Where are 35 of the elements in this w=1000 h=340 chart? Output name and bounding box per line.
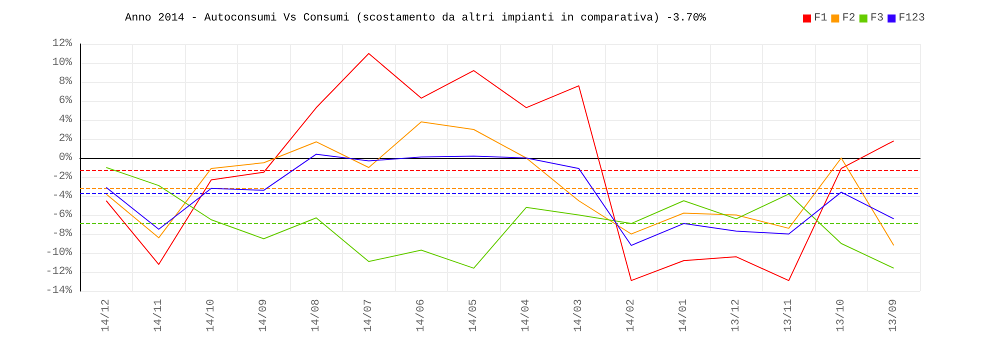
x-tick-label: 13/12: [730, 299, 742, 332]
x-tick-label: 13/11: [782, 298, 795, 332]
legend-label: F3: [870, 12, 884, 24]
y-tick-label: 6%: [58, 95, 72, 107]
legend-label: F123: [898, 12, 925, 24]
x-tick-label: 14/05: [468, 299, 480, 332]
x-tick-label: 14/04: [520, 298, 532, 332]
y-tick-label: 2%: [58, 133, 72, 145]
x-tick-label: 14/12: [100, 299, 112, 332]
y-tick-label: -6%: [52, 209, 72, 221]
y-tick-label: 10%: [52, 57, 72, 69]
y-tick-label: -12%: [46, 266, 72, 278]
x-tick-label: 13/09: [888, 299, 900, 332]
y-tick-label: 4%: [58, 114, 72, 126]
y-tick-label: 0%: [58, 152, 72, 164]
y-tick-label: -2%: [52, 171, 72, 183]
x-tick-label: 13/10: [835, 299, 848, 332]
y-tick-label: -8%: [52, 228, 72, 240]
x-tick-label: 14/11: [152, 298, 165, 332]
x-tick-label: 14/10: [205, 299, 218, 332]
x-tick-label: 14/06: [415, 299, 428, 332]
legend-label: F2: [842, 12, 856, 24]
y-tick-label: 12%: [52, 38, 72, 50]
y-tick-label: -4%: [52, 190, 72, 202]
legend-label: F1: [814, 12, 828, 24]
x-tick-label: 14/01: [678, 298, 690, 332]
y-tick-label: -10%: [46, 247, 72, 259]
x-tick-label: 14/02: [625, 299, 638, 332]
x-tick-label: 14/03: [572, 299, 585, 332]
chart-title: Anno 2014 - Autoconsumi Vs Consumi (scostamento da altri impianti in comparativa) -3.70%: [125, 12, 706, 24]
x-tick-label: 14/09: [258, 299, 270, 332]
x-tick-label: 14/07: [362, 299, 375, 332]
y-tick-label: -14%: [46, 285, 72, 297]
x-tick-label: 14/08: [310, 299, 322, 332]
y-tick-label: 8%: [58, 76, 72, 88]
